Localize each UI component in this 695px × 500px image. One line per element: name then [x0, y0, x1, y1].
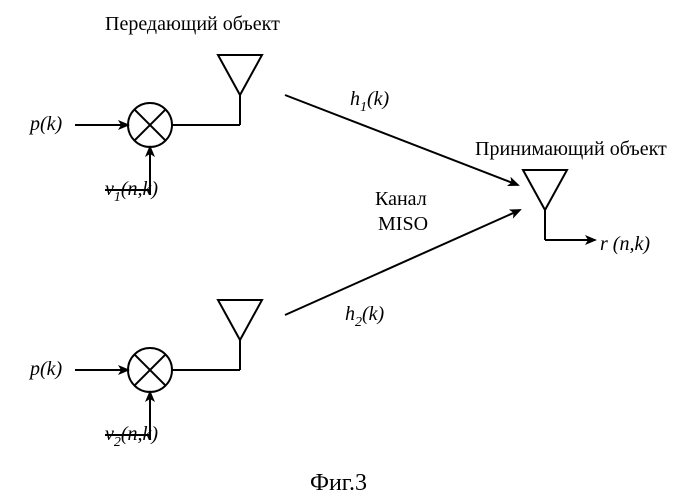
mixer-2 — [128, 348, 172, 392]
figure-caption: Фиг.3 — [310, 470, 367, 496]
v2-label: v2(n,k) — [105, 423, 158, 450]
channel-label-2: MISO — [378, 213, 428, 235]
mixer-1 — [128, 103, 172, 147]
v1-label: v1(n,k) — [105, 178, 158, 205]
h2-label: h2(k) — [345, 303, 385, 330]
tx-antenna-1-icon — [218, 55, 262, 125]
rx-antenna-icon — [523, 170, 567, 240]
pk-1-label: p(k) — [28, 113, 63, 135]
h1-label: h1(k) — [350, 88, 390, 115]
tx-title-label: Передающий объект — [105, 13, 280, 35]
pk-2-label: p(k) — [28, 358, 63, 380]
channel-label-1: Канал — [375, 188, 427, 210]
rx-title-label: Принимающий объект — [475, 138, 667, 160]
tx-antenna-2-icon — [218, 300, 262, 370]
r-output-label: r (n,k) — [600, 233, 650, 255]
